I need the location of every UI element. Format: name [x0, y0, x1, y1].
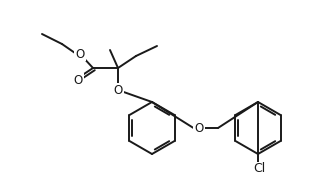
- Text: O: O: [75, 47, 85, 60]
- Text: Cl: Cl: [253, 163, 265, 176]
- Text: O: O: [113, 84, 122, 97]
- Text: O: O: [73, 73, 83, 86]
- Text: O: O: [194, 121, 203, 134]
